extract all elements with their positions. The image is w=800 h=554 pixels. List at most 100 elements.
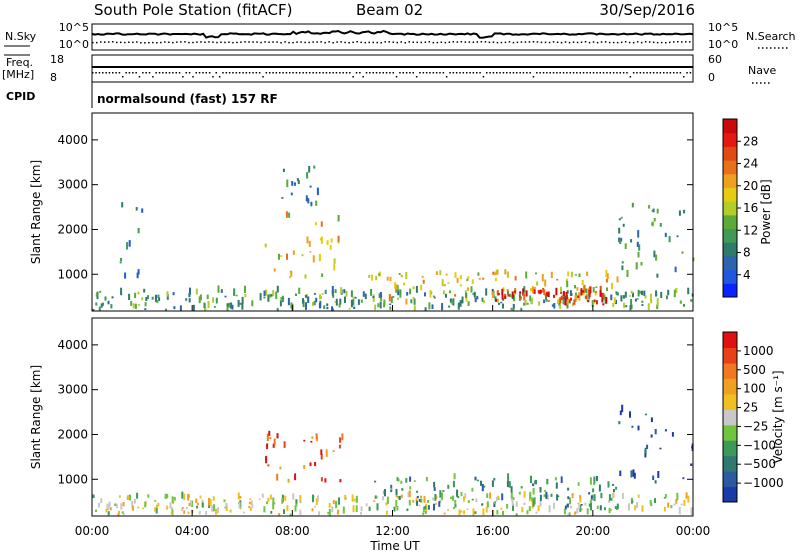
nave-dot [686, 72, 688, 74]
range-cell [489, 492, 492, 499]
range-cell [534, 480, 536, 484]
range-cell [577, 295, 580, 298]
nave-dot [215, 72, 217, 74]
range-cell [566, 297, 569, 305]
range-cell [622, 223, 625, 227]
range-cell [529, 295, 532, 302]
range-cell [578, 504, 581, 510]
range-cell [121, 202, 124, 208]
range-cell [350, 290, 353, 298]
range-cell [641, 290, 643, 296]
nave-dot [566, 72, 568, 74]
colorbar-swatch [723, 424, 737, 441]
range-cell [655, 254, 658, 261]
range-cell [545, 491, 548, 499]
nsearch-dot [164, 41, 166, 43]
range-cell [432, 497, 435, 501]
nsearch-dot [232, 41, 234, 44]
nsearch-dot [628, 41, 631, 44]
range-cell [538, 301, 541, 306]
nave-dot [379, 72, 381, 74]
range-cell [636, 241, 639, 247]
range-cell [456, 489, 459, 497]
range-cell [295, 293, 297, 296]
nave-dot [359, 72, 361, 74]
range-cell [144, 302, 147, 307]
range-cell [215, 297, 218, 304]
range-cell [618, 421, 621, 425]
range-cell [497, 293, 500, 296]
nave-dot [375, 72, 378, 74]
range-cell [565, 278, 568, 282]
range-cell [667, 502, 670, 508]
nave-dot [198, 72, 201, 74]
range-cell [567, 271, 570, 277]
nsearch-dot [388, 41, 390, 43]
range-cell [432, 295, 435, 297]
nave-dot [275, 72, 278, 74]
range-cell [241, 296, 244, 304]
power-y-axis: 1000 2000 3000 4000 [57, 133, 693, 281]
nave-dot [519, 72, 521, 74]
nsearch-dot [524, 41, 527, 43]
freq-unit: [MHz] [2, 68, 34, 81]
range-cell [464, 493, 467, 499]
range-cell [656, 208, 659, 214]
nave-dot [422, 72, 425, 74]
range-cell [269, 293, 272, 298]
y-tick-label: 3000 [57, 383, 88, 397]
nave-dot [295, 72, 298, 74]
nave-dot [502, 72, 505, 74]
range-cell [398, 496, 401, 500]
nave-dot [319, 72, 321, 74]
range-cell [424, 292, 426, 297]
range-cell [352, 296, 355, 300]
nave-dot [178, 72, 181, 74]
nave-dot [499, 72, 501, 74]
range-cell [229, 509, 232, 513]
range-cell [564, 295, 567, 301]
velocity-y-axis: 1000 2000 3000 4000 [57, 338, 693, 486]
range-cell [196, 505, 199, 509]
range-cell [676, 235, 679, 238]
range-cell [264, 243, 267, 248]
range-cell [352, 299, 355, 306]
range-cell [135, 207, 138, 211]
range-cell [445, 273, 448, 276]
range-cell [266, 443, 269, 450]
range-cell [109, 507, 112, 511]
range-cell [467, 500, 470, 503]
range-cell [427, 500, 430, 503]
range-cell [412, 296, 415, 299]
range-cell [637, 494, 640, 498]
range-cell [339, 298, 342, 305]
nsky-panel: N.Sky 10^5 10^0 10^5 10^0 N.Search [4, 21, 796, 51]
range-cell [351, 494, 354, 502]
range-cell [420, 284, 423, 291]
range-cell [653, 250, 656, 258]
nave-dot [425, 72, 428, 74]
range-cell [685, 492, 688, 499]
range-cell [208, 497, 210, 506]
range-cell [324, 289, 327, 294]
range-cell [395, 500, 398, 507]
range-cell [342, 506, 345, 514]
range-cell [691, 446, 694, 449]
range-cell [120, 503, 123, 510]
range-cell [211, 505, 214, 512]
range-cell [646, 444, 649, 449]
nsearch-dot [152, 41, 154, 44]
range-cell [671, 432, 674, 437]
nsearch-dot [504, 41, 507, 44]
nsearch-dot [512, 41, 515, 44]
range-cell [588, 492, 591, 495]
range-cell [340, 287, 343, 294]
range-cell [332, 294, 335, 298]
range-cell [410, 299, 413, 304]
range-cell [619, 470, 622, 477]
nsearch-dot [448, 41, 451, 43]
range-cell [650, 503, 653, 507]
range-cell [486, 493, 489, 498]
range-cell [608, 494, 611, 501]
